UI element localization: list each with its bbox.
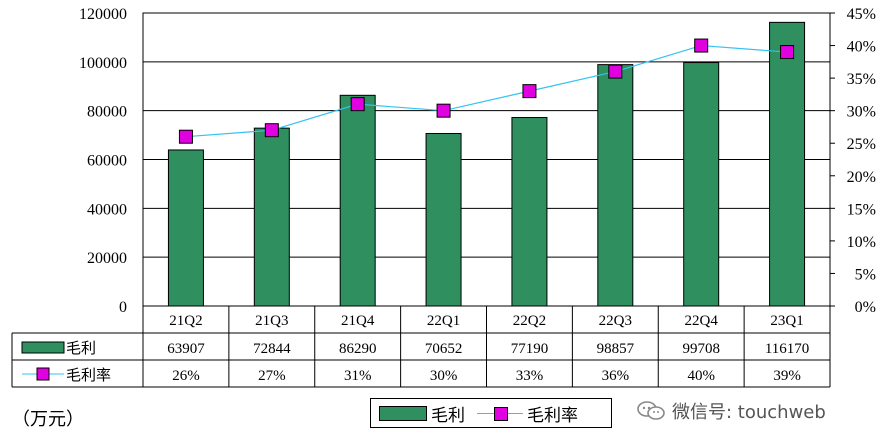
- x-category-label: 22Q3: [599, 313, 632, 329]
- y-right-tick-label: 30%: [847, 104, 876, 121]
- y-right-tick-label: 40%: [847, 39, 876, 56]
- y-left-tick-label: 80000: [87, 104, 127, 121]
- line-marker: [436, 103, 451, 118]
- y-left-tick-label: 60000: [87, 153, 127, 170]
- legend-bar-swatch: [379, 405, 427, 421]
- table-cell: 99708: [682, 341, 720, 357]
- y-left-tick-label: 40000: [87, 201, 127, 218]
- watermark: 微信号: touchweb: [636, 398, 826, 424]
- row-swatch-bar: [21, 341, 65, 354]
- y-right-tick-label: 20%: [847, 169, 876, 186]
- line-marker: [694, 38, 709, 53]
- y-right-tick-label: 0%: [855, 299, 876, 316]
- y-left-tick-label: 0: [119, 299, 127, 316]
- bar: [597, 64, 634, 307]
- y-right-tick-label: 10%: [847, 234, 876, 251]
- table-cell: 30%: [430, 368, 458, 384]
- legend-line-label: 毛利率: [527, 405, 578, 425]
- table-cell: 31%: [344, 368, 372, 384]
- legend-line-swatch: [477, 406, 523, 421]
- line-marker: [178, 129, 193, 144]
- table-cell: 86290: [339, 341, 377, 357]
- y-left-tick-label: 100000: [79, 55, 127, 72]
- unit-label: （万元）: [12, 409, 84, 429]
- line-marker: [522, 84, 537, 99]
- table-cell: 39%: [773, 368, 801, 384]
- table-cell: 26%: [172, 368, 200, 384]
- line-series: [185, 44, 788, 138]
- table-cell: 98857: [597, 341, 635, 357]
- row-swatch-marker: [36, 367, 50, 381]
- x-category-label: 21Q4: [341, 313, 375, 329]
- bar: [167, 149, 204, 307]
- x-category-label: 22Q1: [427, 313, 460, 329]
- row-label: 毛利率: [66, 367, 111, 384]
- x-category-label: 23Q1: [770, 313, 803, 329]
- bar: [683, 62, 720, 307]
- table-cell: 77190: [511, 341, 549, 357]
- x-category-label: 21Q3: [255, 313, 288, 329]
- x-category-label: 22Q2: [513, 313, 546, 329]
- bar: [339, 94, 376, 307]
- line-marker: [780, 45, 795, 60]
- y-right-tick-label: 45%: [847, 6, 876, 23]
- y-right-tick-label: 25%: [847, 136, 876, 153]
- line-marker: [350, 97, 365, 112]
- x-category-label: 22Q4: [685, 313, 719, 329]
- y-right-tick-label: 35%: [847, 71, 876, 88]
- bar: [253, 127, 290, 307]
- table-cell: 36%: [602, 368, 630, 384]
- table-cell: 27%: [258, 368, 286, 384]
- y-left-tick-label: 20000: [87, 250, 127, 267]
- bar: [769, 21, 806, 307]
- x-category-label: 21Q2: [169, 313, 202, 329]
- legend: 毛利 毛利率: [370, 398, 612, 428]
- table-cell: 72844: [253, 341, 291, 357]
- line-marker: [264, 123, 279, 138]
- table-cell: 33%: [516, 368, 544, 384]
- legend-bar-label: 毛利: [431, 405, 465, 425]
- table-cell: 70652: [425, 341, 463, 357]
- line-marker: [608, 64, 623, 79]
- bar: [511, 117, 548, 307]
- wechat-icon: [637, 401, 665, 420]
- row-label: 毛利: [66, 340, 96, 357]
- table-cell: 40%: [687, 368, 715, 384]
- table-cell: 63907: [167, 341, 205, 357]
- table-cell: 116170: [765, 341, 809, 357]
- y-right-tick-label: 15%: [847, 201, 876, 218]
- watermark-text: 微信号: touchweb: [672, 402, 826, 423]
- bar: [425, 132, 462, 307]
- y-left-tick-label: 120000: [79, 6, 127, 23]
- y-right-tick-label: 5%: [855, 266, 876, 283]
